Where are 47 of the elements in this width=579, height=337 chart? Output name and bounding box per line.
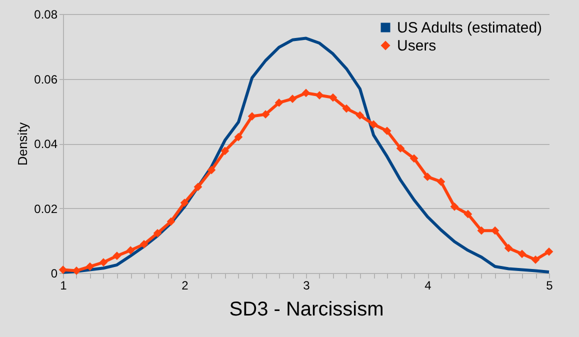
point xyxy=(342,104,351,113)
x-tick-label: 3 xyxy=(303,278,310,292)
point xyxy=(328,93,338,102)
point xyxy=(153,228,162,238)
point xyxy=(86,262,94,271)
legend-label: US Adults (estimated) xyxy=(397,20,542,36)
point xyxy=(436,178,446,186)
point xyxy=(126,246,135,255)
y-tick-label: 0 xyxy=(50,266,58,280)
point xyxy=(450,202,459,211)
point xyxy=(315,91,324,100)
y-tick-label: 0.02 xyxy=(34,202,58,216)
x-axis-title: SD3 - Narcissism xyxy=(229,298,384,320)
point xyxy=(356,111,364,120)
point xyxy=(99,258,108,266)
point xyxy=(140,240,148,248)
point xyxy=(248,112,256,120)
x-tick-label: 1 xyxy=(60,278,68,292)
point xyxy=(302,88,310,98)
point xyxy=(220,146,230,156)
point xyxy=(194,182,202,192)
y-axis-title: Density xyxy=(15,122,30,166)
point xyxy=(544,247,554,256)
point xyxy=(180,198,189,207)
y-tick-label: 0.04 xyxy=(34,137,58,151)
point xyxy=(382,126,392,136)
point xyxy=(234,132,243,142)
point xyxy=(261,110,270,119)
y-tick-label: 0.08 xyxy=(34,8,58,22)
point xyxy=(423,172,432,182)
point xyxy=(112,252,122,260)
point xyxy=(288,94,297,104)
point xyxy=(410,154,418,163)
point xyxy=(396,144,405,153)
point xyxy=(518,250,526,258)
point xyxy=(369,120,378,129)
legend-label: Users xyxy=(397,38,436,54)
point xyxy=(504,244,513,252)
point xyxy=(274,98,284,107)
x-tick-label: 2 xyxy=(182,278,189,292)
y-tick-label: 0.06 xyxy=(34,72,58,86)
point xyxy=(207,166,216,174)
point xyxy=(531,256,540,264)
x-tick-label: 4 xyxy=(424,278,432,292)
x-tick-label: 5 xyxy=(546,278,554,292)
point xyxy=(464,210,472,218)
point xyxy=(166,217,176,226)
